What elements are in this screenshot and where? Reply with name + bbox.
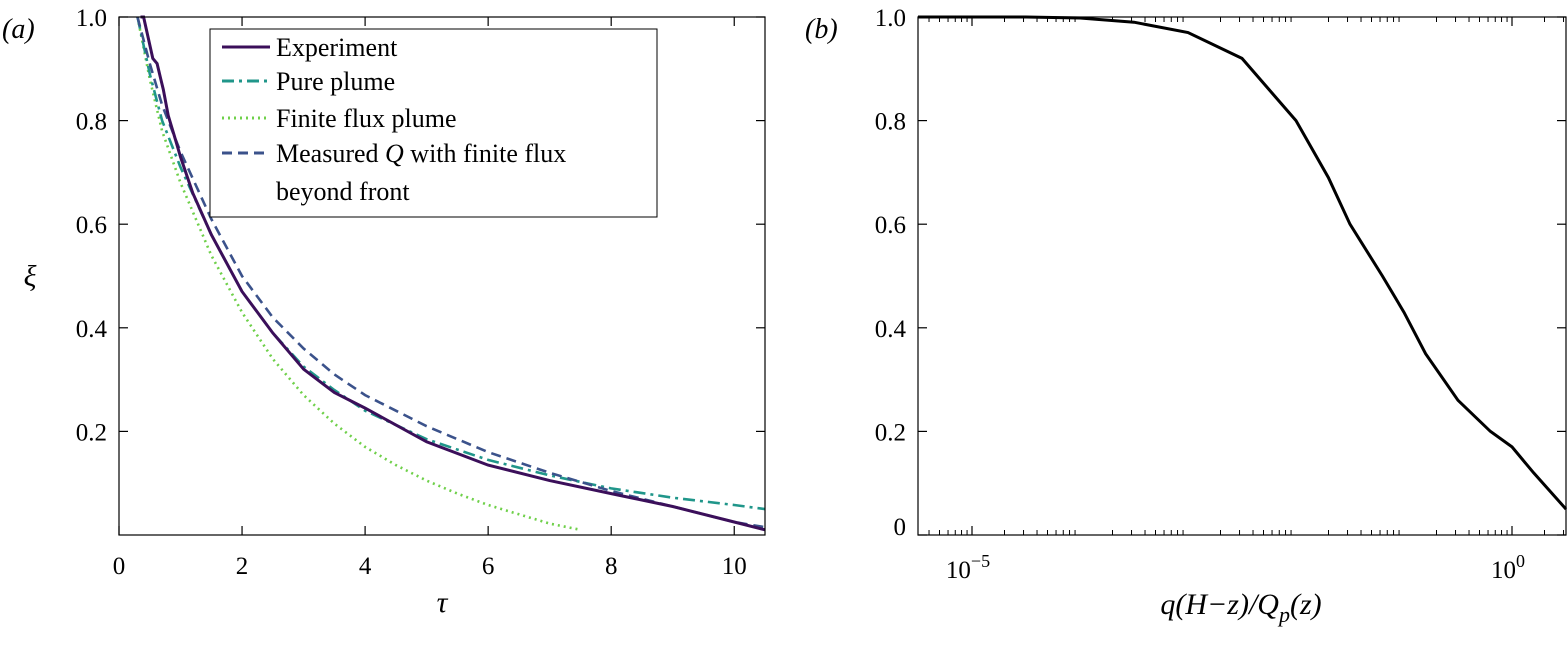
y-tick-label-0.4: 0.4 [76, 316, 108, 343]
b-x-tick-label-exponent: −5 [971, 551, 990, 571]
x-tick-label-8: 8 [605, 553, 618, 580]
panel-a-ylabel: ξ [24, 260, 37, 293]
panel-a-axes-box [118, 16, 766, 536]
y-tick-label-1: 1.0 [76, 5, 107, 32]
panel-a-label: (a) [2, 14, 35, 45]
series-line-panel-b-0 [918, 15, 1567, 511]
b-x-tick-label-0: 100 [1491, 551, 1525, 584]
panel-b-xlabel-main: q(H−z)/Q [1160, 588, 1279, 621]
series-line-measured-q-with-finite-flux-beyond-front [136, 16, 766, 529]
b-x-tick-label-exponent: 0 [1516, 551, 1525, 571]
b-y-tick-label-1: 1.0 [875, 5, 906, 32]
legend-entry-measured-q-suffix: with finite flux [404, 139, 566, 168]
panel-a-ticks: 0 2 4 6 8 10 0.2 0.4 0.6 0.8 1.0 [76, 5, 765, 580]
legend-entry-measured-q: Measured Q with finite flux [276, 139, 566, 168]
b-x-tick-label-base: 10 [1491, 557, 1516, 584]
y-tick-label-0.8: 0.8 [76, 109, 107, 136]
panel-a-chart: (a) 0 2 4 6 8 10 0.2 0.4 0.6 0.8 1.0 τ ξ Experimen… [2, 5, 766, 619]
b-y-tick-label-0.6: 0.6 [875, 212, 906, 239]
x-tick-label-4: 4 [359, 553, 372, 580]
y-tick-label-0.2: 0.2 [76, 419, 107, 446]
panel-a-series-group [136, 15, 766, 532]
legend-entry-experiment: Experiment [276, 33, 398, 62]
b-x-tick-label--5: 10−5 [946, 551, 990, 584]
legend-entry-finite-flux-plume: Finite flux plume [276, 104, 457, 133]
x-tick-label-2: 2 [236, 553, 249, 580]
series-line-experiment [140, 15, 766, 532]
x-tick-label-0: 0 [113, 553, 126, 580]
b-y-tick-label-0: 0 [894, 514, 907, 541]
panel-b-xlabel: q(H−z)/Qp(z) [1160, 588, 1321, 627]
legend-entry-measured-q-line2: beyond front [276, 177, 410, 206]
b-y-tick-label-0.8: 0.8 [875, 109, 906, 136]
x-tick-label-10: 10 [722, 553, 747, 580]
legend-entry-pure-plume: Pure plume [276, 67, 395, 96]
y-tick-label-0.6: 0.6 [76, 212, 107, 239]
b-x-tick-label-base: 10 [946, 557, 971, 584]
panel-b-xlabel-subscript: p [1277, 602, 1290, 627]
panel-a-xlabel: τ [437, 586, 449, 619]
b-y-tick-label-0.4: 0.4 [875, 316, 907, 343]
legend-box [209, 28, 658, 218]
legend: Experiment Pure plume Finite flux plume … [209, 28, 658, 218]
panel-b-label: (b) [805, 14, 838, 45]
panel-b-axes-box [917, 16, 1567, 536]
b-y-tick-label-0.2: 0.2 [875, 419, 906, 446]
legend-entry-measured-q-prefix: Measured [276, 139, 385, 168]
panel-b-series-group [918, 15, 1567, 511]
panel-b-xlabel-tail: (z) [1290, 588, 1322, 621]
series-line-pure-plume [136, 16, 766, 511]
legend-entry-measured-q-symbol: Q [385, 139, 404, 168]
x-tick-label-6: 6 [482, 553, 495, 580]
